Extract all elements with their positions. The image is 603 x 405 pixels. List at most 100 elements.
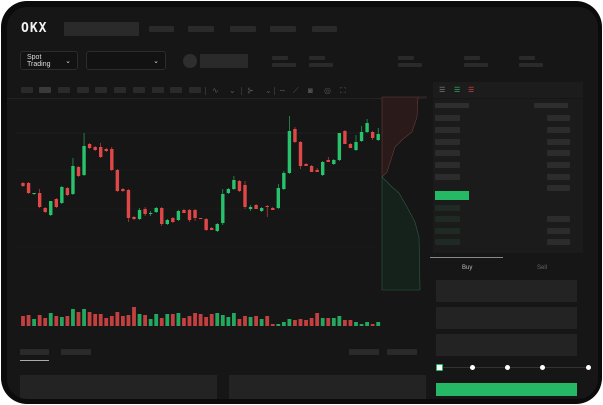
candle-body bbox=[198, 218, 203, 219]
ask-size bbox=[547, 115, 570, 121]
draw-icon[interactable]: ⊱ bbox=[247, 86, 254, 95]
volume-bar bbox=[132, 307, 136, 326]
ruler-icon[interactable]: ⟋ bbox=[293, 86, 299, 95]
slider-stop[interactable] bbox=[505, 365, 510, 370]
timeframe-button[interactable] bbox=[114, 87, 126, 93]
nav-item[interactable] bbox=[270, 26, 296, 32]
candle-body bbox=[32, 193, 36, 194]
candle-body bbox=[187, 210, 192, 220]
candle-body bbox=[276, 188, 280, 208]
depth-bids bbox=[381, 176, 421, 291]
chevron-down-icon[interactable]: ⌄ bbox=[265, 86, 272, 95]
volume-bar bbox=[37, 315, 42, 326]
candlestick-chart[interactable] bbox=[7, 7, 598, 399]
indicator-icon[interactable]: ∿ bbox=[212, 86, 219, 95]
volume-bar bbox=[187, 316, 192, 326]
divider bbox=[274, 87, 275, 95]
volume-bar bbox=[165, 314, 170, 326]
wave-icon[interactable]: ∼ bbox=[279, 86, 286, 95]
tab-sell[interactable]: Sell bbox=[537, 265, 548, 271]
candle-body bbox=[232, 180, 236, 189]
volume-bar bbox=[343, 320, 347, 326]
candle-body bbox=[254, 205, 258, 209]
tab-indicator bbox=[20, 360, 49, 361]
volume-bar bbox=[226, 317, 231, 326]
candle-body bbox=[71, 166, 75, 194]
orderbook-both-icon[interactable]: ☰ bbox=[439, 87, 446, 94]
app-screen: OKX Spot Trading ⌄ ⌄ ∿ ⌄ ⊱ ⌄ ∼ ⟋ ◙ ◎ ⛶ ☰… bbox=[7, 7, 598, 399]
tab-open-orders[interactable] bbox=[20, 349, 49, 355]
fullscreen-icon[interactable]: ⛶ bbox=[340, 86, 346, 95]
candle-body bbox=[370, 132, 375, 138]
settings-icon[interactable]: ◎ bbox=[324, 86, 331, 95]
timeframe-button[interactable] bbox=[189, 87, 201, 93]
volume-bar bbox=[220, 315, 225, 326]
volume-bar bbox=[193, 313, 197, 326]
filter-button[interactable] bbox=[349, 349, 379, 355]
tab-buy[interactable]: Buy bbox=[462, 265, 473, 271]
candle-body bbox=[304, 164, 308, 166]
amount-slider[interactable] bbox=[439, 367, 589, 368]
orderbook-col-header bbox=[435, 103, 469, 108]
ask-price bbox=[435, 174, 460, 180]
nav-item[interactable] bbox=[149, 26, 174, 32]
orderbook-asks-icon[interactable]: ☰ bbox=[468, 87, 475, 94]
slider-stop[interactable] bbox=[470, 365, 475, 370]
camera-icon[interactable]: ◙ bbox=[308, 86, 313, 95]
assets-panel bbox=[229, 375, 426, 399]
timeframe-button[interactable] bbox=[152, 87, 164, 93]
chevron-down-icon[interactable]: ⌄ bbox=[229, 86, 236, 95]
stat-label bbox=[272, 56, 288, 60]
timeframe-button[interactable] bbox=[95, 87, 107, 93]
buy-button[interactable] bbox=[436, 383, 577, 396]
candle-body bbox=[176, 211, 181, 220]
volume-bar bbox=[293, 320, 297, 326]
volume-bar bbox=[215, 313, 220, 326]
stat-label bbox=[464, 56, 480, 60]
timeframe-button[interactable] bbox=[58, 87, 70, 93]
candle-body bbox=[110, 149, 114, 170]
ask-size bbox=[547, 139, 570, 145]
slider-stop[interactable] bbox=[540, 365, 545, 370]
amount-input[interactable] bbox=[436, 307, 577, 329]
stat-label bbox=[519, 56, 535, 60]
stat-value bbox=[309, 63, 333, 67]
volume-bar bbox=[331, 318, 336, 326]
ask-size bbox=[547, 162, 570, 168]
candle-body bbox=[282, 173, 286, 189]
bid-price bbox=[435, 205, 460, 211]
timeframe-button[interactable] bbox=[133, 87, 145, 93]
timeframe-button[interactable] bbox=[21, 87, 33, 93]
volume-bar bbox=[309, 318, 314, 326]
pair-price bbox=[200, 54, 248, 68]
candle-body bbox=[104, 149, 108, 151]
volume-bar bbox=[104, 318, 109, 326]
chevron-down-icon: ⌄ bbox=[65, 57, 71, 65]
tab-history[interactable] bbox=[61, 349, 91, 355]
candle-body bbox=[226, 189, 231, 193]
market-selector[interactable]: Spot Trading ⌄ bbox=[20, 51, 78, 70]
volume-bar bbox=[21, 316, 25, 326]
candle-body bbox=[248, 207, 253, 209]
stat-label bbox=[398, 56, 414, 60]
candle-body bbox=[49, 201, 53, 215]
timeframe-button[interactable] bbox=[170, 87, 182, 93]
timeframe-button[interactable] bbox=[77, 87, 89, 93]
candle-body bbox=[148, 213, 153, 214]
pair-selector[interactable]: ⌄ bbox=[86, 51, 166, 70]
search-bar[interactable] bbox=[64, 22, 139, 36]
total-input[interactable] bbox=[436, 334, 577, 356]
stat-label bbox=[309, 56, 325, 60]
slider-handle[interactable] bbox=[436, 364, 443, 371]
volume-bar bbox=[315, 313, 320, 326]
price-input[interactable] bbox=[436, 280, 577, 302]
orderbook-bids-icon[interactable]: ☰ bbox=[454, 87, 461, 94]
slider-stop[interactable] bbox=[586, 365, 591, 370]
volume-bar bbox=[337, 316, 342, 326]
timeframe-button[interactable] bbox=[39, 87, 51, 93]
nav-item[interactable] bbox=[188, 26, 214, 32]
coin-icon bbox=[183, 54, 197, 68]
nav-item[interactable] bbox=[230, 26, 256, 32]
filter-button[interactable] bbox=[387, 349, 417, 355]
nav-item[interactable] bbox=[312, 26, 337, 32]
